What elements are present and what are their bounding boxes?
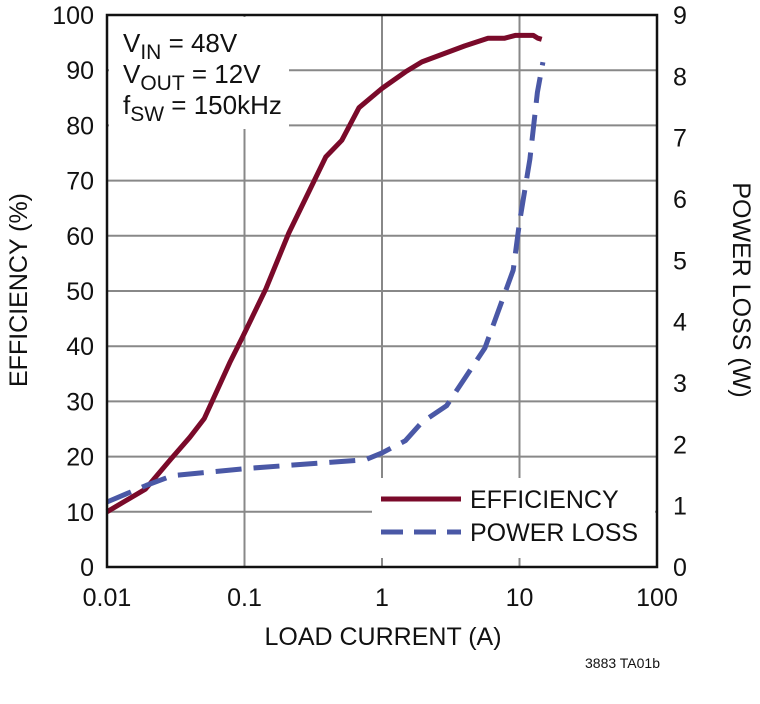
y2-tick-label: 9 (673, 2, 687, 30)
annotation-line: VIN = 48V (123, 28, 238, 64)
y-tick-label: 90 (66, 57, 94, 85)
x-axis-label: LOAD CURRENT (A) (264, 623, 501, 651)
efficiency-line (105, 32, 543, 514)
y-tick-label: 100 (52, 2, 94, 30)
y-tick-label: 80 (66, 112, 94, 140)
y-tick-label: 0 (80, 554, 94, 582)
y2-tick-label: 1 (673, 493, 687, 521)
label-backgrounds (109, 17, 655, 558)
legend-background (372, 478, 655, 558)
x-tick-label: 100 (636, 584, 678, 612)
annotation-line: VOUT = 12V (123, 59, 261, 95)
y2-tick-label: 2 (673, 431, 687, 459)
figure-id: 3883 TA01b (585, 655, 660, 671)
y2-tick-label: 4 (673, 309, 687, 337)
plot-frame (105, 13, 659, 569)
y-tick-label: 50 (66, 278, 94, 306)
legend: EFFICIENCY POWER LOSS (381, 486, 638, 547)
legend-label: EFFICIENCY (470, 486, 619, 514)
y-tick-label: 10 (66, 499, 94, 527)
y2-tick-label: 5 (673, 247, 687, 275)
annotation-line: fSW = 150kHz (123, 90, 282, 126)
y-tick-label: 40 (66, 333, 94, 361)
y-tick-label: 20 (66, 444, 94, 472)
x-tick-label: 10 (506, 584, 534, 612)
y-axis-label: EFFICIENCY (%) (5, 193, 33, 387)
y2-tick-label: 6 (673, 186, 687, 214)
x-tick-label: 0.1 (227, 584, 262, 612)
y-tick-label: 30 (66, 388, 94, 416)
x-tick-label: 1 (375, 584, 389, 612)
annotation-background (109, 17, 289, 129)
y-tick-label: 60 (66, 223, 94, 251)
x-tick-label: 0.01 (83, 584, 132, 612)
y-tick-label: 70 (66, 168, 94, 196)
grid (107, 15, 657, 567)
y2-tick-label: 0 (673, 554, 687, 582)
legend-label: POWER LOSS (470, 519, 638, 547)
y2-axis-label: POWER LOSS (W) (727, 182, 755, 397)
y2-tick-label: 7 (673, 125, 687, 153)
power-loss-line (106, 61, 546, 505)
series-layer (105, 32, 546, 514)
y2-tick-label: 8 (673, 63, 687, 91)
y2-tick-label: 3 (673, 370, 687, 398)
